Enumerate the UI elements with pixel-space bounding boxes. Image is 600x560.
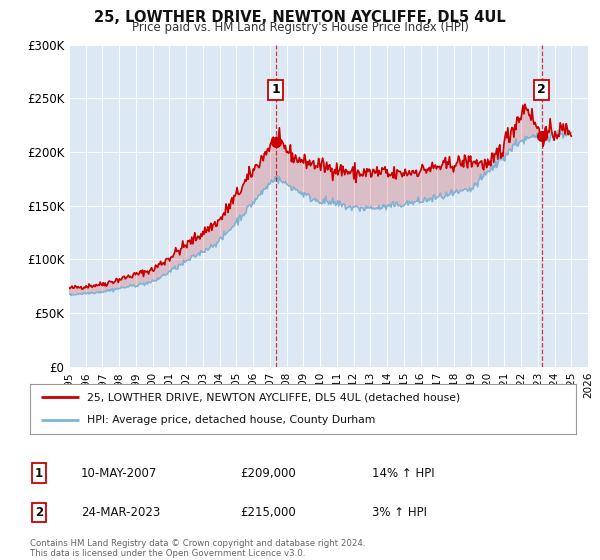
Text: £215,000: £215,000 bbox=[240, 506, 296, 519]
Text: 2: 2 bbox=[35, 506, 43, 519]
Text: 1: 1 bbox=[35, 466, 43, 480]
Text: 24-MAR-2023: 24-MAR-2023 bbox=[81, 506, 160, 519]
Text: 3% ↑ HPI: 3% ↑ HPI bbox=[372, 506, 427, 519]
Text: 25, LOWTHER DRIVE, NEWTON AYCLIFFE, DL5 4UL: 25, LOWTHER DRIVE, NEWTON AYCLIFFE, DL5 … bbox=[94, 10, 506, 25]
Text: Contains HM Land Registry data © Crown copyright and database right 2024.
This d: Contains HM Land Registry data © Crown c… bbox=[30, 539, 365, 558]
Text: 10-MAY-2007: 10-MAY-2007 bbox=[81, 466, 157, 480]
Text: 25, LOWTHER DRIVE, NEWTON AYCLIFFE, DL5 4UL (detached house): 25, LOWTHER DRIVE, NEWTON AYCLIFFE, DL5 … bbox=[88, 392, 461, 402]
Text: 2: 2 bbox=[537, 83, 546, 96]
Text: Price paid vs. HM Land Registry's House Price Index (HPI): Price paid vs. HM Land Registry's House … bbox=[131, 21, 469, 34]
Text: 14% ↑ HPI: 14% ↑ HPI bbox=[372, 466, 434, 480]
Text: £209,000: £209,000 bbox=[240, 466, 296, 480]
Text: HPI: Average price, detached house, County Durham: HPI: Average price, detached house, Coun… bbox=[88, 416, 376, 426]
Text: 1: 1 bbox=[272, 83, 280, 96]
